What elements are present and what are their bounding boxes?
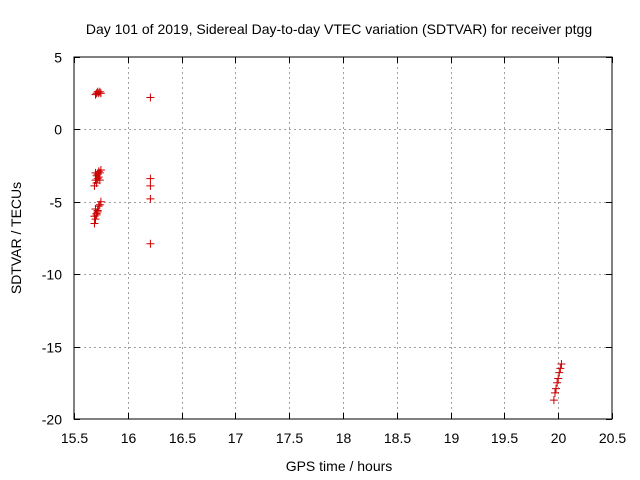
x-tick-label: 18.5 (384, 430, 411, 446)
y-tick-label: 0 (54, 122, 62, 138)
data-point-plus-marker (549, 396, 558, 405)
data-point-plus-marker (95, 87, 104, 96)
data-point-plus-marker (557, 359, 566, 368)
data-point-plus-marker (146, 239, 155, 248)
data-point-plus-marker (552, 384, 561, 393)
x-tick-label: 16.5 (169, 430, 196, 446)
data-point-plus-marker (96, 89, 105, 98)
data-point-plus-marker (91, 215, 100, 224)
x-axis-label: GPS time / hours (286, 458, 393, 474)
axis-ticks (74, 57, 613, 420)
data-point-plus-marker (556, 364, 565, 373)
x-tick-label: 17.5 (276, 430, 303, 446)
x-tick-label: 15.5 (61, 430, 88, 446)
data-point-plus-marker (554, 374, 563, 383)
data-point-plus-marker (146, 181, 155, 190)
data-point-plus-marker (96, 165, 105, 174)
x-tick-label: 20 (551, 430, 567, 446)
grid-lines (74, 57, 612, 419)
chart-title: Day 101 of 2019, Sidereal Day-to-day VTE… (86, 21, 592, 37)
data-point-plus-marker (93, 174, 102, 183)
x-tick-label: 19 (444, 430, 460, 446)
y-tick-label: -10 (42, 267, 62, 283)
y-tick-label: 5 (54, 50, 62, 66)
data-point-plus-marker (96, 197, 105, 206)
data-point-plus-marker (146, 174, 155, 183)
x-tick-label: 19.5 (491, 430, 518, 446)
data-point-plus-marker (146, 93, 155, 102)
x-tick-label: 17 (228, 430, 244, 446)
data-point-plus-marker (94, 202, 103, 211)
x-tick-label: 20.5 (599, 430, 626, 446)
data-point-plus-marker (550, 388, 559, 397)
y-tick-label: -15 (42, 340, 62, 356)
data-point-plus-marker (146, 194, 155, 203)
tick-labels: 15.5 16 16.5 17 17.5 18 18.5 19 19.5 20 20.5 5 0 -5 -1… (42, 50, 627, 447)
y-axis-label: SDTVAR / TECUs (8, 182, 24, 294)
x-tick-label: 18 (336, 430, 352, 446)
data-points (90, 87, 566, 405)
y-tick-label: -20 (42, 412, 62, 428)
data-point-plus-marker (555, 368, 564, 377)
y-tick-label: -5 (50, 195, 63, 211)
data-point-plus-marker (90, 181, 99, 190)
data-point-plus-marker (95, 176, 104, 185)
x-tick-label: 16 (121, 430, 137, 446)
data-point-plus-marker (90, 219, 99, 228)
data-point-plus-marker (93, 207, 102, 216)
data-point-plus-marker (553, 378, 562, 387)
